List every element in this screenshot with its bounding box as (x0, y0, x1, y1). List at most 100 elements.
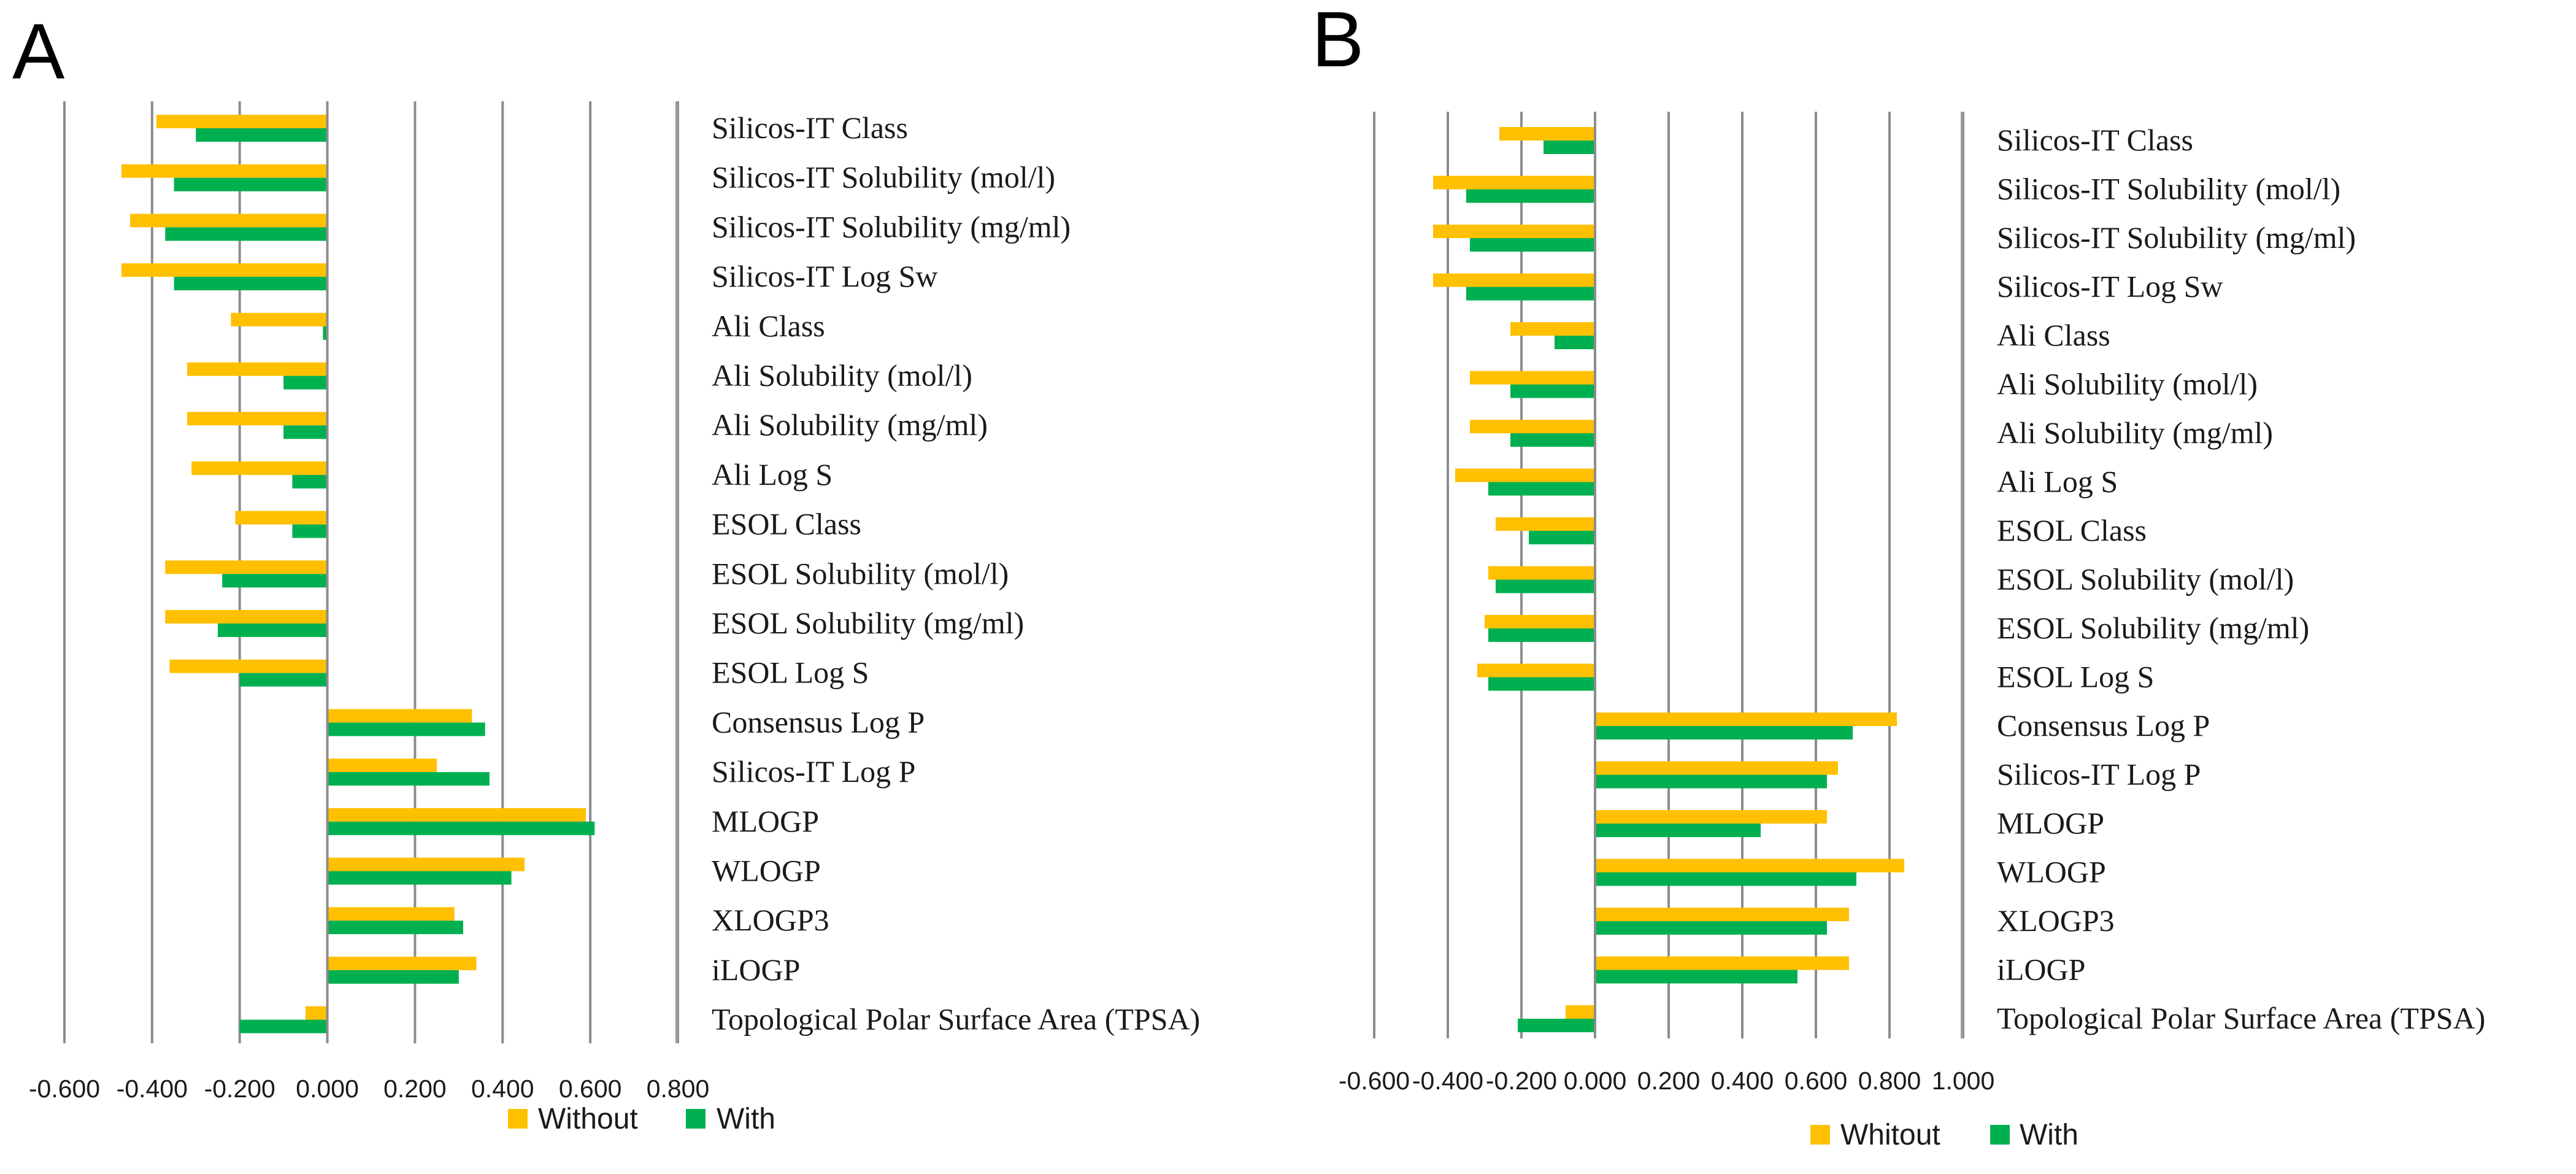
bar-with (196, 128, 328, 142)
category-label: Ali Class (712, 309, 825, 343)
bar-without (1470, 420, 1595, 433)
panel-a-chart: A Silicos-IT Class Silicos-IT Solubility (… (12, 8, 1200, 1135)
bar-without (1433, 225, 1595, 238)
category-label: MLOGP (712, 804, 819, 838)
bar-without (1595, 713, 1897, 726)
category-label: Silicos-IT Log Sw (712, 259, 938, 293)
panel-letter-b: B (1312, 0, 1364, 83)
category-label: Silicos-IT Class (712, 110, 908, 145)
bar-with (1518, 1019, 1595, 1032)
x-tick-label: 0.000 (296, 1075, 359, 1103)
bar-with (1510, 384, 1595, 398)
bar-without (1595, 761, 1838, 775)
bar-without (169, 659, 328, 673)
category-label: Silicos-IT Solubility (mg/ml) (712, 209, 1071, 244)
bar-without (1488, 566, 1595, 580)
bar-without (1595, 859, 1904, 873)
bar-without (187, 412, 328, 426)
x-tick-label: 0.400 (1711, 1067, 1774, 1095)
bar-with (1595, 921, 1827, 935)
category-label: MLOGP (1997, 806, 2104, 840)
legend-label: With (2020, 1119, 2078, 1151)
bar-without (156, 115, 328, 128)
legend-swatch-without (508, 1109, 528, 1129)
bar-with (174, 177, 328, 191)
bar-without (327, 709, 472, 723)
panel-letter-a: A (12, 8, 65, 96)
x-tick-label: -0.600 (29, 1075, 100, 1103)
bar-without (130, 214, 328, 228)
bar-without (235, 511, 328, 525)
bar-without (327, 857, 525, 871)
category-label: XLOGP3 (712, 903, 829, 937)
bar-without (1485, 615, 1595, 628)
bar-without (1595, 908, 1849, 921)
bar-with (1595, 824, 1761, 837)
category-label: Topological Polar Surface Area (TPSA) (1997, 1001, 2485, 1035)
bar-with (1470, 238, 1595, 252)
bar-with (174, 277, 328, 291)
bar-with (327, 821, 595, 835)
category-label: Consensus Log P (712, 705, 925, 739)
bar-without (165, 610, 328, 624)
bar-without (1477, 663, 1595, 678)
x-tick-label: 0.200 (1637, 1067, 1701, 1095)
bar-with (1510, 433, 1595, 447)
bar-with (323, 326, 328, 340)
category-label: ESOL Solubility (mol/l) (1997, 562, 2294, 597)
bar-with (1529, 531, 1595, 544)
bar-without (1499, 127, 1595, 141)
category-label: Consensus Log P (1997, 708, 2210, 743)
category-label: Ali Solubility (mol/l) (712, 358, 972, 393)
category-label: Ali Log S (712, 457, 832, 492)
x-tick-label: 0.200 (383, 1075, 447, 1103)
bar-without (1433, 273, 1595, 287)
bar-without (327, 907, 455, 921)
bar-without (327, 759, 437, 773)
category-label: ESOL Class (712, 507, 861, 541)
bar-with (1595, 970, 1797, 984)
category-label: iLOGP (712, 952, 800, 987)
category-label: ESOL Solubility (mol/l) (712, 556, 1009, 590)
bar-without (1433, 176, 1595, 190)
bar-without (187, 362, 328, 376)
bar-without (327, 956, 477, 970)
x-tick-label: 1.000 (1932, 1067, 1995, 1095)
x-tick-label: -0.200 (204, 1075, 275, 1103)
bar-with (1595, 872, 1856, 886)
bar-with (239, 1019, 328, 1033)
bar-with (1488, 677, 1595, 691)
x-tick-label: -0.400 (117, 1075, 188, 1103)
category-label: Silicos-IT Solubility (mg/ml) (1997, 220, 2356, 255)
bar-without (1595, 956, 1849, 970)
bar-with (327, 772, 490, 786)
category-label: ESOL Solubility (mg/ml) (1997, 611, 2309, 645)
bar-without (305, 1006, 328, 1020)
bar-with (1466, 189, 1595, 203)
bar-with (1595, 774, 1827, 789)
category-label: Silicos-IT Log P (712, 754, 915, 789)
category-label: ESOL Solubility (mg/ml) (712, 606, 1024, 640)
bar-with (292, 474, 328, 489)
category-label: ESOL Class (1997, 513, 2147, 547)
bar-with (327, 722, 485, 736)
bar-with (1595, 726, 1853, 740)
category-label: Silicos-IT Log Sw (1997, 269, 2223, 304)
bar-with (218, 624, 328, 637)
bar-without (1455, 468, 1595, 482)
category-label: Silicos-IT Class (1997, 123, 2193, 157)
bar-without (1566, 1005, 1595, 1019)
category-label: Ali Log S (1997, 465, 2118, 499)
bar-with (283, 376, 328, 390)
bar-with (327, 921, 463, 935)
bar-without (121, 164, 328, 178)
bar-with (1496, 579, 1595, 593)
x-tick-label: 0.800 (647, 1075, 710, 1103)
category-label: XLOGP3 (1997, 903, 2115, 938)
x-tick-label: 0.600 (559, 1075, 622, 1103)
bar-without (191, 461, 328, 475)
category-label: ESOL Log S (1997, 660, 2155, 694)
bar-with (283, 425, 328, 439)
x-tick-label: 0.000 (1564, 1067, 1627, 1095)
